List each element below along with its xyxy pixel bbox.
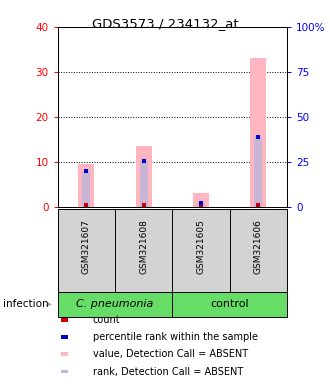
Text: infection: infection <box>3 299 49 310</box>
Bar <box>173 292 287 317</box>
Bar <box>136 146 152 207</box>
Bar <box>197 203 205 207</box>
Bar <box>254 137 262 207</box>
Point <box>84 168 89 174</box>
Point <box>198 202 204 208</box>
Text: GSM321605: GSM321605 <box>197 219 206 274</box>
Bar <box>79 164 94 207</box>
Text: percentile rank within the sample: percentile rank within the sample <box>93 332 258 342</box>
Bar <box>140 161 148 207</box>
Text: value, Detection Call = ABSENT: value, Detection Call = ABSENT <box>93 349 248 359</box>
Bar <box>61 335 68 339</box>
Text: count: count <box>93 314 120 325</box>
Point <box>84 202 89 208</box>
Text: control: control <box>211 299 249 310</box>
Bar <box>61 353 68 356</box>
Text: GSM321608: GSM321608 <box>139 219 148 274</box>
Bar <box>61 370 68 373</box>
Text: GDS3573 / 234132_at: GDS3573 / 234132_at <box>92 17 238 30</box>
Bar <box>250 58 266 207</box>
Point <box>141 202 147 208</box>
Bar <box>58 292 173 317</box>
Point <box>141 158 147 164</box>
Bar <box>193 193 209 207</box>
Text: rank, Detection Call = ABSENT: rank, Detection Call = ABSENT <box>93 366 243 377</box>
Text: GSM321607: GSM321607 <box>82 219 91 274</box>
Bar <box>82 171 90 207</box>
Text: C. pneumonia: C. pneumonia <box>77 299 154 310</box>
Text: GSM321606: GSM321606 <box>254 219 263 274</box>
Point <box>198 200 204 206</box>
Point <box>256 134 261 140</box>
Point <box>256 202 261 208</box>
Bar <box>61 318 68 321</box>
